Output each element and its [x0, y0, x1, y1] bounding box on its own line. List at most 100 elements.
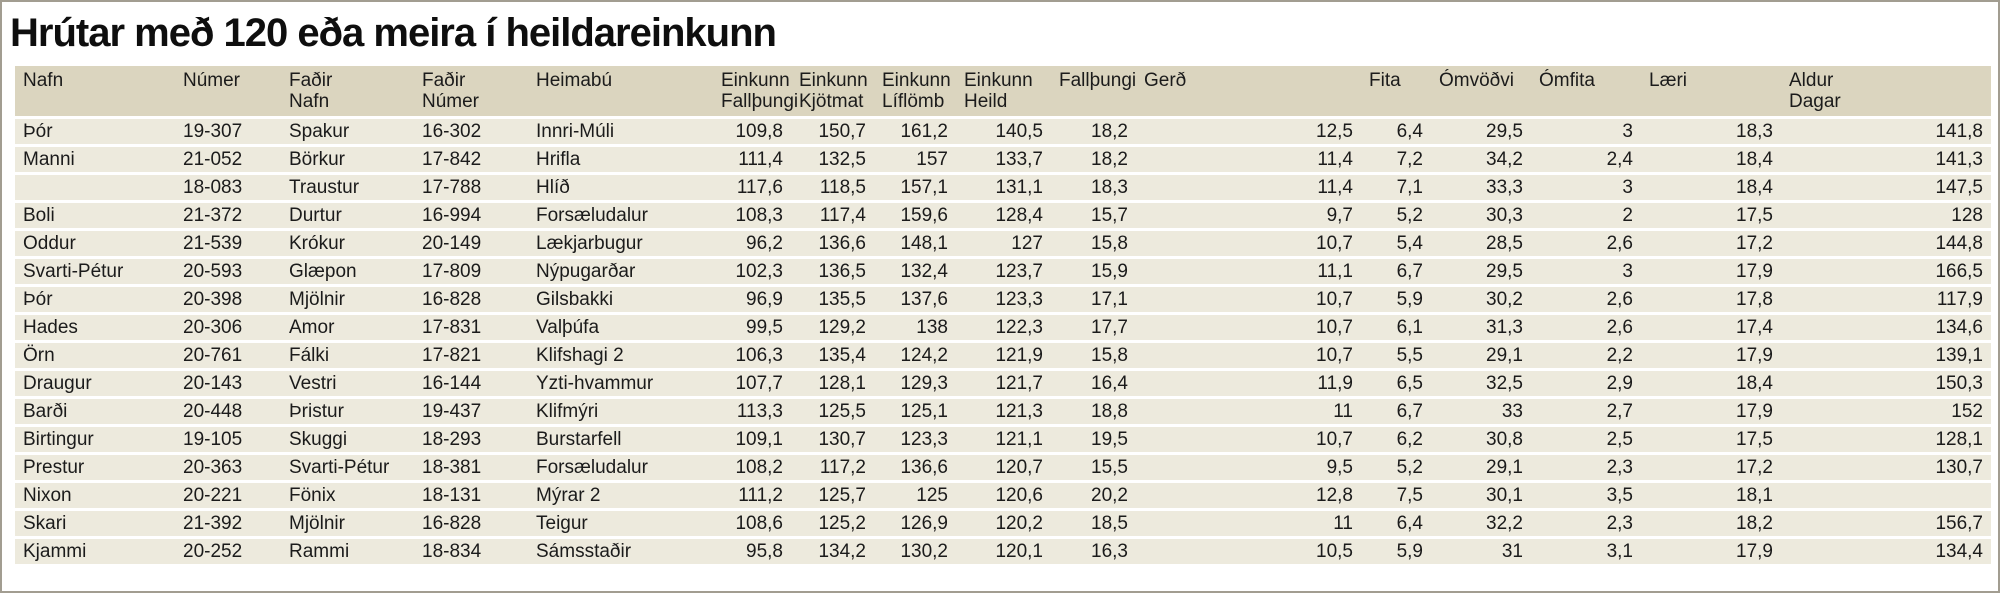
- cell-laeri: 17,5: [1641, 427, 1781, 452]
- cell-einkunn-heild: 120,2: [956, 511, 1051, 536]
- cell-fallthungi: 17,7: [1051, 315, 1136, 340]
- cell-omvodvi: 34,2: [1431, 147, 1531, 172]
- cell-gerd: 12,8: [1136, 483, 1361, 508]
- cell-nafn: Barði: [15, 399, 175, 424]
- cell-heimabu: Teigur: [528, 511, 713, 536]
- cell-einkunn-liflomb: 123,3: [874, 427, 956, 452]
- cell-einkunn-heild: 123,7: [956, 259, 1051, 284]
- cell-aldur-dagar: 150,3: [1781, 371, 1991, 396]
- cell-numer: 20-363: [175, 455, 281, 480]
- cell-fita: 6,7: [1361, 259, 1431, 284]
- cell-einkunn-liflomb: 157: [874, 147, 956, 172]
- table-row: Manni 21-052 Börkur 17-842 Hrifla 111,4 132,5 1…: [15, 147, 1991, 172]
- cell-omfita: 2,5: [1531, 427, 1641, 452]
- cell-einkunn-liflomb: 161,2: [874, 119, 956, 144]
- cell-numer: 19-307: [175, 119, 281, 144]
- cell-omvodvi: 29,1: [1431, 455, 1531, 480]
- table-row: Prestur 20-363 Svarti-Pétur 18-381 Forsæluda…: [15, 455, 1991, 480]
- cell-omvodvi: 31: [1431, 539, 1531, 564]
- column-header-label: Líflömb: [882, 91, 945, 112]
- cell-heimabu: Hlíð: [528, 175, 713, 200]
- cell-gerd: 10,7: [1136, 287, 1361, 312]
- column-header-numer: Númer: [175, 66, 281, 116]
- cell-omfita: 2,6: [1531, 287, 1641, 312]
- cell-omfita: 3: [1531, 259, 1641, 284]
- cell-fallthungi: 15,7: [1051, 203, 1136, 228]
- cell-fadir-numer: 20-149: [414, 231, 528, 256]
- cell-fadir-nafn: Skuggi: [281, 427, 414, 452]
- cell-gerd: 10,7: [1136, 343, 1361, 368]
- cell-heimabu: Burstarfell: [528, 427, 713, 452]
- cell-omfita: 3,5: [1531, 483, 1641, 508]
- rams-data-table: Nafn Númer Faðir Nafn Faðir Númer Heimabú Einku…: [15, 63, 1991, 567]
- cell-omvodvi: 33: [1431, 399, 1531, 424]
- cell-fadir-nafn: Durtur: [281, 203, 414, 228]
- cell-fita: 7,1: [1361, 175, 1431, 200]
- cell-einkunn-fallthungi: 95,8: [713, 539, 791, 564]
- cell-omfita: 2,2: [1531, 343, 1641, 368]
- cell-laeri: 18,3: [1641, 119, 1781, 144]
- cell-fadir-numer: 18-834: [414, 539, 528, 564]
- cell-fallthungi: 16,4: [1051, 371, 1136, 396]
- cell-omfita: 3,1: [1531, 539, 1641, 564]
- cell-einkunn-fallthungi: 108,6: [713, 511, 791, 536]
- cell-gerd: 9,7: [1136, 203, 1361, 228]
- cell-einkunn-liflomb: 130,2: [874, 539, 956, 564]
- cell-einkunn-kjotmat: 117,4: [791, 203, 874, 228]
- column-header-label: Fallþungi: [721, 91, 799, 112]
- cell-fallthungi: 18,2: [1051, 119, 1136, 144]
- cell-gerd: 11,4: [1136, 175, 1361, 200]
- column-header-label: Faðir: [422, 70, 466, 91]
- cell-aldur-dagar: 141,8: [1781, 119, 1991, 144]
- cell-laeri: 17,2: [1641, 455, 1781, 480]
- table-row: Örn 20-761 Fálki 17-821 Klifshagi 2 106,3 135,…: [15, 343, 1991, 368]
- column-header-label: Heimabú: [536, 70, 613, 91]
- cell-einkunn-fallthungi: 113,3: [713, 399, 791, 424]
- cell-omfita: 2,3: [1531, 455, 1641, 480]
- cell-einkunn-kjotmat: 130,7: [791, 427, 874, 452]
- cell-nafn: Skari: [15, 511, 175, 536]
- cell-aldur-dagar: 139,1: [1781, 343, 1991, 368]
- cell-fadir-numer: 17-831: [414, 315, 528, 340]
- column-header-label: Einkunn: [799, 70, 868, 91]
- cell-einkunn-kjotmat: 150,7: [791, 119, 874, 144]
- cell-einkunn-kjotmat: 117,2: [791, 455, 874, 480]
- cell-fadir-nafn: Börkur: [281, 147, 414, 172]
- cell-heimabu: Klifmýri: [528, 399, 713, 424]
- cell-laeri: 17,4: [1641, 315, 1781, 340]
- cell-nafn: Oddur: [15, 231, 175, 256]
- cell-heimabu: Sámsstaðir: [528, 539, 713, 564]
- cell-fadir-nafn: Rammi: [281, 539, 414, 564]
- cell-fallthungi: 18,8: [1051, 399, 1136, 424]
- cell-einkunn-kjotmat: 134,2: [791, 539, 874, 564]
- cell-gerd: 9,5: [1136, 455, 1361, 480]
- cell-heimabu: Nýpugarðar: [528, 259, 713, 284]
- cell-fita: 6,7: [1361, 399, 1431, 424]
- cell-omfita: 2,7: [1531, 399, 1641, 424]
- cell-fallthungi: 16,3: [1051, 539, 1136, 564]
- cell-einkunn-liflomb: 159,6: [874, 203, 956, 228]
- cell-einkunn-kjotmat: 135,5: [791, 287, 874, 312]
- cell-gerd: 11: [1136, 511, 1361, 536]
- table-row: Oddur 21-539 Krókur 20-149 Lækjarbugur 96,2 13…: [15, 231, 1991, 256]
- cell-gerd: 10,7: [1136, 427, 1361, 452]
- cell-fadir-numer: 18-131: [414, 483, 528, 508]
- cell-laeri: 17,9: [1641, 399, 1781, 424]
- cell-fadir-nafn: Svarti-Pétur: [281, 455, 414, 480]
- cell-laeri: 17,8: [1641, 287, 1781, 312]
- cell-numer: 19-105: [175, 427, 281, 452]
- cell-nafn: Prestur: [15, 455, 175, 480]
- cell-omfita: 2,3: [1531, 511, 1641, 536]
- cell-gerd: 11,9: [1136, 371, 1361, 396]
- cell-heimabu: Innri-Múli: [528, 119, 713, 144]
- cell-fadir-nafn: Traustur: [281, 175, 414, 200]
- cell-omfita: 2,9: [1531, 371, 1641, 396]
- cell-numer: 20-398: [175, 287, 281, 312]
- table-row: 18-083 Traustur 17-788 Hlíð 117,6 118,5 157,1 1…: [15, 175, 1991, 200]
- column-header-label: Einkunn: [721, 70, 790, 91]
- cell-fadir-nafn: Fálki: [281, 343, 414, 368]
- cell-heimabu: Yzti-hvammur: [528, 371, 713, 396]
- cell-einkunn-kjotmat: 125,7: [791, 483, 874, 508]
- cell-einkunn-liflomb: 137,6: [874, 287, 956, 312]
- cell-aldur-dagar: 147,5: [1781, 175, 1991, 200]
